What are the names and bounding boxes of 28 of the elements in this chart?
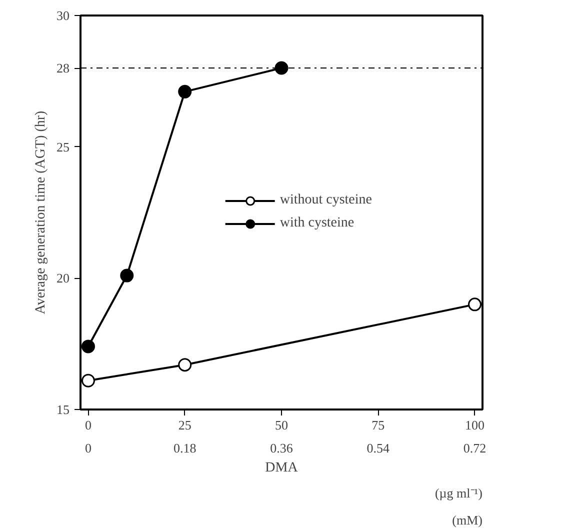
point bbox=[274, 61, 288, 75]
y-axis-title: Average generation time (AGT) (hr) bbox=[34, 110, 48, 314]
y-tick-label: 15 bbox=[56, 402, 70, 417]
x2-tick-label: 0.36 bbox=[270, 440, 294, 456]
y-tick-label: 28 bbox=[56, 60, 70, 76]
x2-tick-label: 0.54 bbox=[366, 440, 390, 456]
x-tick-label: 25 bbox=[178, 418, 192, 432]
x-tick-label: 100 bbox=[465, 418, 485, 432]
legend-label: with cysteine bbox=[280, 216, 354, 232]
point bbox=[81, 340, 95, 354]
x2-tick-label: 0 bbox=[84, 440, 92, 456]
y-tick-label: 25 bbox=[56, 139, 70, 154]
point bbox=[120, 268, 134, 282]
y-tick-label: 30 bbox=[56, 8, 70, 23]
text: (mM) bbox=[452, 512, 483, 528]
x-tick-label: 75 bbox=[372, 418, 385, 432]
x2-tick-label: 0.18 bbox=[173, 440, 196, 456]
x-axis-title: DMA bbox=[265, 460, 299, 476]
text: (µg ml⁻¹) bbox=[434, 486, 483, 500]
point bbox=[468, 298, 482, 312]
point bbox=[81, 374, 95, 388]
x-tick-label: 0 bbox=[84, 418, 92, 432]
point bbox=[178, 358, 192, 372]
x2-tick-label: 0.72 bbox=[463, 440, 486, 456]
legend-label: without cysteine bbox=[280, 192, 372, 208]
x-tick-label: 50 bbox=[275, 418, 288, 432]
y-tick-label: 20 bbox=[56, 270, 70, 286]
point bbox=[178, 84, 192, 98]
